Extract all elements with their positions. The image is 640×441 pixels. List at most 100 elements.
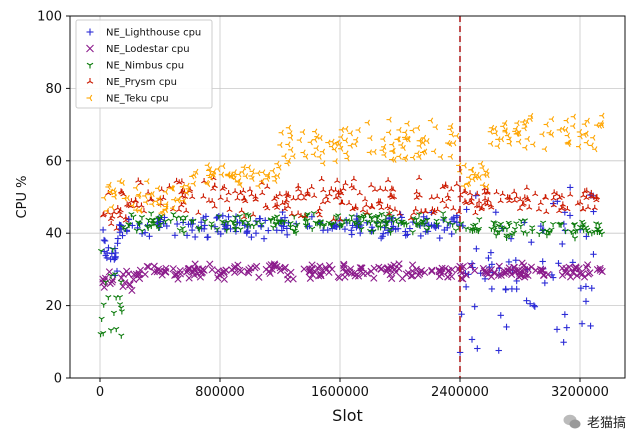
- data-point: [348, 231, 355, 238]
- data-point: [195, 225, 202, 231]
- data-point: [582, 283, 590, 290]
- data-point: [258, 222, 265, 228]
- data-point: [250, 211, 257, 217]
- data-point: [414, 124, 421, 132]
- data-point: [492, 130, 498, 137]
- data-point: [498, 136, 505, 143]
- data-point: [281, 214, 289, 221]
- data-point: [520, 118, 526, 126]
- data-point: [416, 174, 423, 181]
- data-point: [472, 222, 479, 228]
- data-point: [579, 206, 586, 212]
- data-point: [537, 199, 544, 206]
- data-point: [524, 271, 532, 280]
- data-point: [581, 131, 587, 138]
- data-point: [332, 158, 338, 165]
- data-point: [448, 131, 455, 138]
- data-point: [428, 266, 436, 274]
- data-point: [86, 78, 94, 84]
- data-point: [596, 266, 604, 274]
- data-point: [405, 136, 411, 143]
- data-point: [298, 190, 305, 196]
- data-point: [445, 195, 452, 202]
- data-point: [504, 132, 511, 139]
- data-point: [503, 323, 510, 331]
- data-point: [144, 263, 153, 271]
- data-point: [118, 279, 125, 286]
- data-point: [242, 173, 249, 180]
- data-point: [520, 230, 527, 236]
- data-point: [147, 196, 154, 202]
- data-point: [353, 136, 359, 143]
- data-point: [214, 227, 221, 233]
- data-point: [227, 172, 233, 179]
- data-point: [160, 267, 169, 275]
- data-point: [163, 201, 169, 208]
- legend-label: NE_Lighthouse cpu: [106, 28, 201, 39]
- data-point: [225, 189, 232, 196]
- data-point: [98, 248, 105, 255]
- x-tick-label: 800000: [195, 385, 245, 400]
- data-point: [592, 146, 598, 153]
- data-point: [577, 284, 585, 292]
- data-point: [591, 204, 598, 211]
- data-point: [310, 151, 317, 158]
- data-point: [437, 153, 444, 161]
- y-tick-label: 0: [54, 372, 62, 387]
- data-point: [162, 188, 169, 195]
- data-point: [206, 166, 213, 173]
- data-point: [295, 195, 302, 201]
- data-point: [214, 267, 222, 275]
- data-point: [424, 217, 431, 224]
- data-point: [193, 168, 199, 175]
- data-point: [338, 126, 345, 133]
- data-point: [248, 172, 254, 180]
- data-point: [100, 302, 107, 308]
- data-point: [358, 226, 365, 233]
- data-point: [303, 223, 310, 229]
- x-tick-label: 0: [96, 385, 104, 400]
- data-point: [149, 201, 155, 208]
- data-point: [143, 199, 149, 206]
- data-point: [117, 207, 124, 213]
- data-point: [402, 154, 409, 161]
- data-point: [502, 285, 509, 293]
- data-point: [483, 183, 490, 190]
- data-point: [540, 220, 547, 226]
- data-point: [516, 269, 524, 277]
- data-point: [363, 202, 370, 208]
- data-point: [101, 248, 108, 255]
- data-point: [517, 196, 524, 202]
- data-point: [162, 268, 170, 276]
- data-point: [252, 196, 259, 202]
- legend-entry: NE_Teku cpu: [86, 94, 169, 105]
- data-point: [129, 202, 135, 209]
- data-point: [270, 260, 279, 268]
- data-point: [348, 183, 355, 189]
- data-point: [175, 206, 182, 212]
- data-point: [198, 265, 206, 274]
- data-point: [436, 234, 443, 242]
- data-point: [393, 217, 400, 223]
- data-point: [146, 233, 153, 240]
- data-point: [260, 169, 266, 176]
- data-point: [107, 328, 115, 334]
- data-point: [476, 217, 483, 223]
- data-point: [468, 336, 476, 343]
- data-point: [419, 219, 426, 225]
- data-point: [377, 185, 384, 191]
- data-point: [271, 215, 278, 222]
- data-point: [150, 262, 158, 270]
- data-point: [287, 224, 294, 230]
- data-point: [527, 112, 534, 119]
- data-point: [220, 163, 226, 170]
- data-point: [461, 198, 468, 204]
- data-point: [433, 218, 440, 224]
- data-point: [435, 266, 443, 274]
- data-point: [204, 180, 211, 188]
- data-point: [491, 221, 498, 227]
- data-point: [447, 153, 454, 160]
- data-point: [176, 270, 184, 278]
- data-point: [520, 200, 527, 206]
- data-point: [494, 143, 501, 150]
